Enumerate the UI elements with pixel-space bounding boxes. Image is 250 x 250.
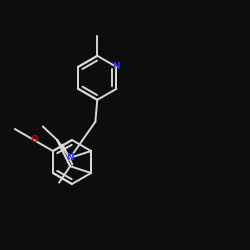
Text: O: O: [30, 136, 38, 144]
Text: N: N: [66, 153, 74, 162]
Text: N: N: [112, 62, 120, 71]
